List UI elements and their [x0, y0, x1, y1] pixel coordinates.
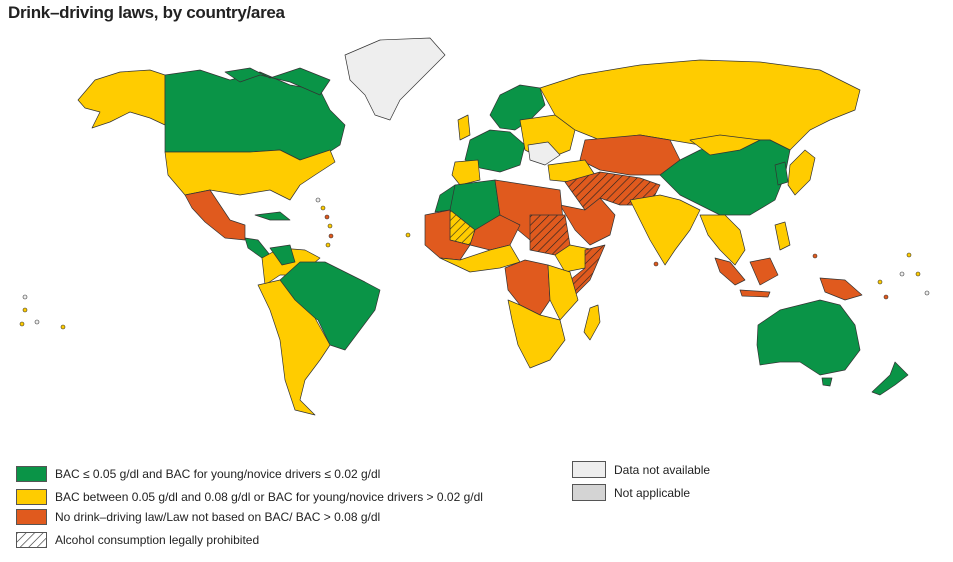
region-tasmania: [821, 377, 833, 387]
region-central-america: [244, 237, 271, 259]
region-new-zealand: [871, 361, 909, 396]
legend-swatch-not-available: [572, 461, 606, 478]
small-islands: [19, 197, 930, 330]
region-borneo: [749, 257, 779, 286]
legend-swatch-not-applicable: [572, 484, 606, 501]
region-alaska: [77, 69, 166, 129]
region-guiana: [269, 244, 296, 266]
region-new-guinea: [819, 277, 863, 301]
region-java: [739, 289, 771, 298]
region-madagascar: [583, 304, 601, 341]
region-indonesia: [714, 257, 746, 286]
region-uk: [457, 114, 471, 141]
legend-label: Alcohol consumption legally prohibited: [55, 533, 260, 547]
region-southeast-asia: [699, 214, 746, 266]
legend-swatch-hatch: [16, 532, 47, 548]
region-west-africa: [424, 209, 471, 261]
region-usa: [164, 149, 336, 201]
region-mexico: [184, 189, 246, 241]
world-map: [19, 37, 930, 416]
region-southern-africa: [507, 299, 566, 369]
legend-item-hatch: Alcohol consumption legally prohibited: [16, 532, 259, 548]
region-east-africa: [547, 264, 579, 321]
region-japan: [787, 149, 816, 196]
legend-item-green: BAC ≤ 0.05 g/dl and BAC for young/novice…: [16, 466, 380, 482]
region-arabia: [559, 197, 616, 246]
region-balkans: [527, 141, 561, 166]
page-title: Drink–driving laws, by country/area: [8, 3, 285, 22]
region-south-america-west: [257, 279, 331, 416]
region-philippines: [774, 221, 791, 251]
legend-label: Not applicable: [614, 485, 691, 500]
region-korea: [774, 161, 789, 186]
region-mongolia: [689, 134, 761, 156]
region-greenland: [344, 37, 446, 121]
region-drc: [504, 259, 551, 316]
legend-label: BAC between 0.05 g/dl and 0.08 g/dl or B…: [55, 490, 483, 504]
region-iberia: [451, 159, 481, 186]
legend-label: BAC ≤ 0.05 g/dl and BAC for young/novice…: [55, 467, 381, 481]
legend-item-not-available: Data not available: [572, 461, 710, 478]
region-canada-arctic: [224, 67, 331, 96]
legend-item-not-applicable: Not applicable: [572, 484, 690, 501]
legend-label: Data not available: [614, 462, 711, 477]
legend-swatch-yellow: [16, 489, 47, 505]
legend-label: No drink–driving law/Law not based on BA…: [55, 510, 381, 524]
region-australia: [756, 299, 861, 376]
legend-item-orange: No drink–driving law/Law not based on BA…: [16, 509, 380, 525]
legend-swatch-green: [16, 466, 47, 482]
legend-swatch-orange: [16, 509, 47, 525]
region-gulf-of-guinea: [439, 244, 521, 273]
region-russia: [539, 59, 861, 151]
region-cuba: [254, 211, 291, 221]
region-central-asia: [579, 134, 681, 176]
region-india: [629, 194, 701, 266]
legend-item-yellow: BAC between 0.05 g/dl and 0.08 g/dl or B…: [16, 489, 483, 505]
